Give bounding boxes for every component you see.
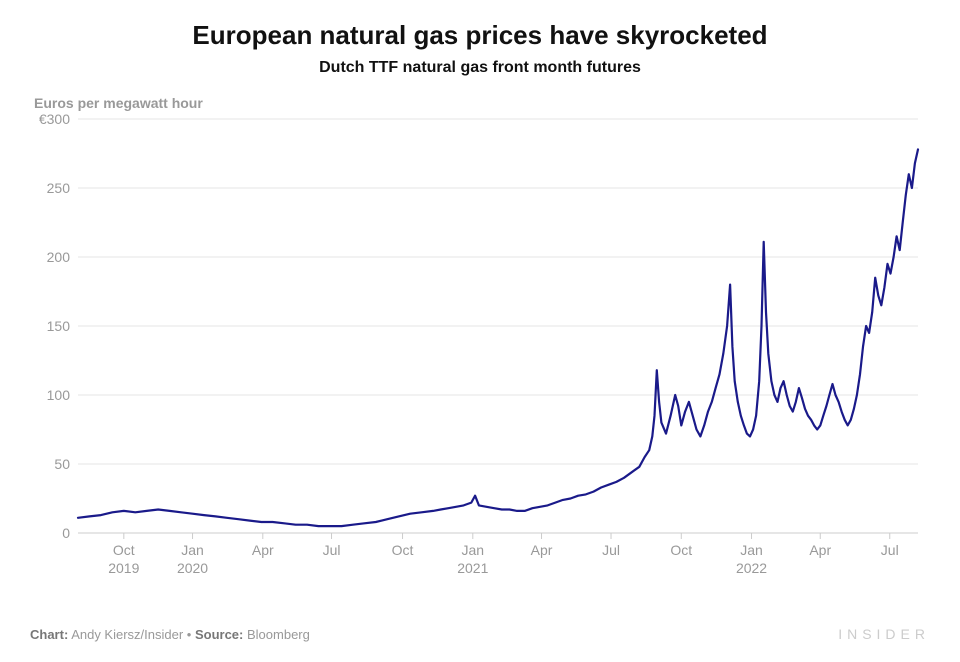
y-tick-label: 150: [47, 318, 71, 334]
x-tick-label: Apr: [809, 542, 831, 558]
x-tick-year: 2020: [177, 560, 208, 576]
x-tick-year: 2022: [736, 560, 767, 576]
y-tick-label: 200: [47, 249, 71, 265]
x-tick-label: Jul: [602, 542, 620, 558]
y-tick-label: 100: [47, 387, 71, 403]
x-tick-label: Apr: [531, 542, 553, 558]
x-tick-year: 2019: [108, 560, 139, 576]
brand-logo: INSIDER: [838, 626, 930, 642]
y-tick-label: 50: [54, 456, 70, 472]
x-tick-label: Jul: [881, 542, 899, 558]
y-tick-label: 0: [62, 525, 70, 541]
chart-credits: Chart: Andy Kiersz/Insider • Source: Blo…: [30, 627, 310, 642]
x-tick-label: Oct: [113, 542, 135, 558]
x-tick-label: Apr: [252, 542, 274, 558]
x-tick-label: Jan: [740, 542, 763, 558]
y-tick-label: 250: [47, 180, 71, 196]
line-chart-svg: 0 50 100 150 200 250 €300 Oct 2019 Jan 2020 Apr Jul O…: [30, 113, 930, 583]
x-tick-label: Oct: [392, 542, 414, 558]
chart-title: European natural gas prices have skyrock…: [30, 20, 930, 51]
y-tick-label: €300: [39, 113, 70, 127]
chart-footer: Chart: Andy Kiersz/Insider • Source: Blo…: [30, 626, 930, 642]
x-tick-label: Jan: [462, 542, 485, 558]
x-tick-label: Jul: [323, 542, 341, 558]
price-line: [78, 149, 918, 526]
chart-subtitle: Dutch TTF natural gas front month future…: [30, 59, 930, 77]
chart-area: 0 50 100 150 200 250 €300 Oct 2019 Jan 2020 Apr Jul O…: [30, 113, 930, 616]
x-tick-label: Oct: [670, 542, 692, 558]
x-tick-label: Jan: [181, 542, 204, 558]
y-axis-label: Euros per megawatt hour: [34, 95, 930, 111]
x-tick-year: 2021: [457, 560, 488, 576]
